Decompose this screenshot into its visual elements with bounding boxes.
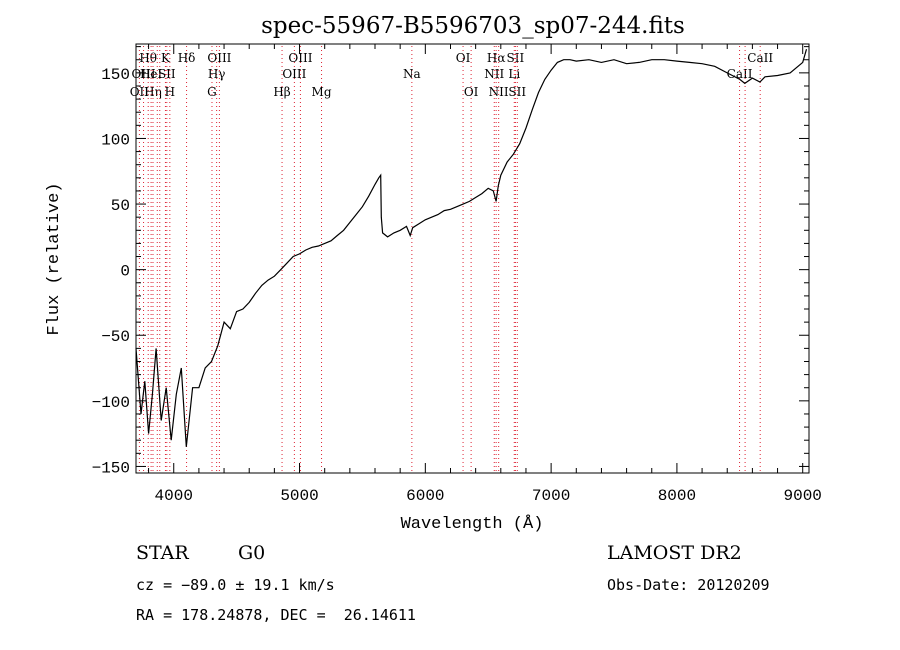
y-tick-label: −50 [101,328,130,346]
x-tick-label: 8000 [658,487,696,505]
line-marker-label: OI [456,51,471,65]
line-marker-label: Hδ [178,51,196,65]
x-tick-label: 9000 [784,487,822,505]
line-marker-label: Mg [312,85,332,99]
line-marker-label: Hγ [208,67,226,81]
coordinates: RA = 178.24878, DEC = 26.14611 [136,606,416,624]
spectral-line-markers: OIIOIIIHθHeIHηKSIIHHδGHγOIIIHβOIIIOIIIMg… [130,46,773,471]
line-marker-label: Hβ [273,85,290,99]
spectrum-line [135,49,808,447]
x-tick-label: 5000 [280,487,318,505]
y-tick-label: 150 [101,66,130,84]
y-tick-label: −100 [92,394,130,412]
line-marker-label: H [165,85,175,99]
line-marker-label: Na [403,67,421,81]
line-marker-label: NII [489,85,509,99]
line-marker-label: SII [508,85,526,99]
line-marker-label: OIII [288,51,312,65]
line-marker-label: Hθ [139,51,157,65]
y-axis-label: Flux (relative) [45,182,64,335]
x-axis-label: Wavelength (Å) [401,515,544,534]
line-marker-label: OIII [207,51,231,65]
y-axis-ticks: −150 −100 −50 0 50 100 150 [92,46,809,477]
line-marker-label: OII [130,85,150,99]
line-marker-label: Li [508,67,520,81]
line-marker-label: NII [484,67,504,81]
x-tick-label: 6000 [406,487,444,505]
x-tick-label: 7000 [532,487,570,505]
survey-name: LAMOST DR2 [607,542,742,564]
line-marker-label: CaII [727,67,753,81]
observation-date: Obs-Date: 20120209 [607,576,770,594]
chart-title: spec-55967-B5596703_sp07-244.fits [261,13,685,39]
y-tick-label: 100 [101,131,130,149]
line-marker-label: SII [158,67,176,81]
line-marker-label: CaII [747,51,773,65]
line-marker-label: Hη [144,85,162,99]
y-tick-label: 50 [111,197,130,215]
redshift-info: cz = −89.0 ± 19.1 km/s [136,576,335,594]
plot-frame [135,43,810,474]
object-class: STAR [136,542,189,564]
line-marker-label: OIII [282,67,306,81]
y-tick-label: −150 [92,459,130,477]
line-marker-label: OI [464,85,479,99]
x-axis-ticks: 4000 5000 6000 7000 8000 9000 [148,44,822,505]
y-tick-label: 0 [120,263,130,281]
line-marker-label: SII [507,51,525,65]
x-tick-label: 4000 [155,487,193,505]
line-marker-label: G [207,85,217,99]
line-marker-label: K [161,51,171,65]
line-marker-label: OIII [132,67,156,81]
line-marker-label: Hα [487,51,506,65]
spectral-subclass: G0 [238,542,266,564]
